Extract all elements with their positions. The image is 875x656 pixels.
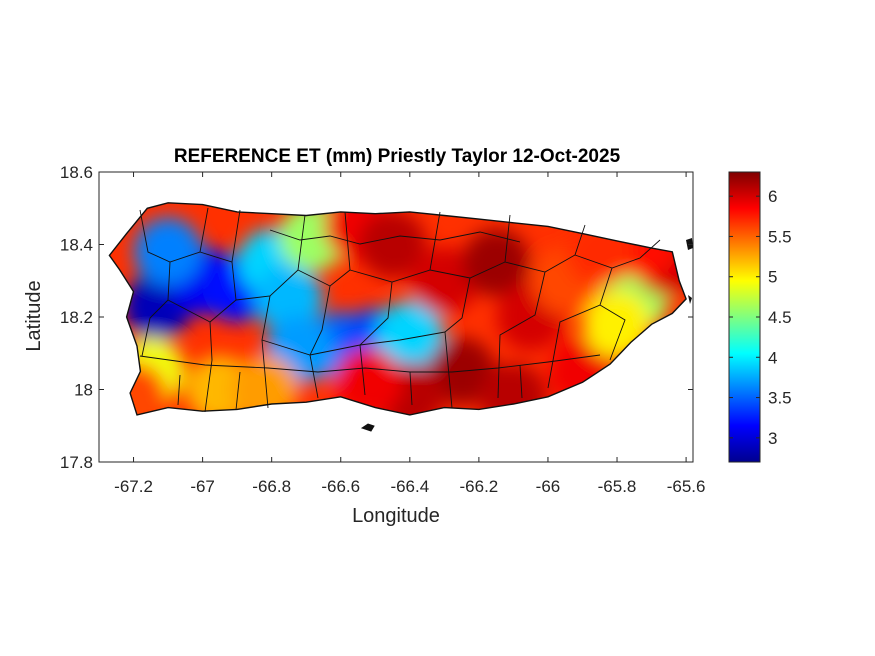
x-tick-label: -66.8 <box>252 477 291 496</box>
et-value-cell <box>134 217 203 286</box>
colorbar-tick-label: 3.5 <box>768 389 792 408</box>
caja-de-muertos-island <box>360 423 375 432</box>
colorbar-axis: 3 3.5 4 4.5 5 5.5 6 <box>729 187 792 448</box>
colorbar-tick-label: 6 <box>768 187 777 206</box>
boundary <box>167 299 211 323</box>
boundary <box>497 271 546 399</box>
et-value-cell <box>410 246 479 315</box>
boundary <box>269 229 521 245</box>
x-tick-label: -66.4 <box>390 477 429 496</box>
x-tick-label: -66 <box>536 477 561 496</box>
colorbar-tick-label: 5.5 <box>768 227 792 246</box>
et-value-cell <box>254 264 323 333</box>
coastline <box>108 202 687 416</box>
colorbar-tick-label: 4.5 <box>768 308 792 327</box>
y-tick-label: 18.4 <box>60 236 93 255</box>
colorbar-tick-label: 5 <box>768 268 777 287</box>
colorbar-tick-label: 3 <box>768 429 777 448</box>
boundary <box>139 354 601 373</box>
boundary <box>177 374 181 406</box>
x-tick-label: -67.2 <box>114 477 153 496</box>
y-tick-label: 18.2 <box>60 308 93 327</box>
x-tick-label: -65.8 <box>598 477 637 496</box>
boundary <box>309 285 331 399</box>
boundary <box>235 371 241 411</box>
boundary <box>599 304 626 361</box>
y-axis-label: Latitude <box>23 280 45 351</box>
municipality-boundaries <box>139 207 661 413</box>
boundary <box>444 277 471 409</box>
x-tick-label: -67 <box>190 477 215 496</box>
colorbar-tick-label: 4 <box>768 348 777 367</box>
chart-title: REFERENCE ET (mm) Priestly Taylor 12-Oct… <box>174 146 621 167</box>
x-axis-label: Longitude <box>352 505 440 527</box>
small-island <box>688 295 692 304</box>
boundary <box>235 214 306 301</box>
boundary <box>574 239 661 269</box>
boundary <box>409 371 413 406</box>
et-value-cell <box>334 348 403 415</box>
colorbar <box>728 171 761 463</box>
et-value-cell <box>375 301 444 370</box>
y-tick-label: 18.6 <box>60 163 93 182</box>
boundary <box>359 281 393 396</box>
x-tick-label: -65.6 <box>667 477 706 496</box>
boundary <box>141 261 171 357</box>
boundary <box>349 211 441 283</box>
x-tick-label: -66.6 <box>321 477 360 496</box>
et-map <box>108 202 693 432</box>
y-tick-label: 18 <box>74 381 93 400</box>
y-axis: 17.8 18 18.2 18.4 18.6 <box>60 163 693 472</box>
y-tick-label: 17.8 <box>60 453 93 472</box>
x-tick-label: -66.2 <box>460 477 499 496</box>
et-value-cell <box>358 210 427 279</box>
boundary <box>519 364 523 399</box>
boundary <box>504 224 586 273</box>
x-axis: -67.2 -67 -66.8 -66.6 -66.4 -66.2 -66 -65.8 -65.… <box>114 172 705 496</box>
et-value-cell <box>462 228 531 297</box>
boundary <box>547 267 613 389</box>
